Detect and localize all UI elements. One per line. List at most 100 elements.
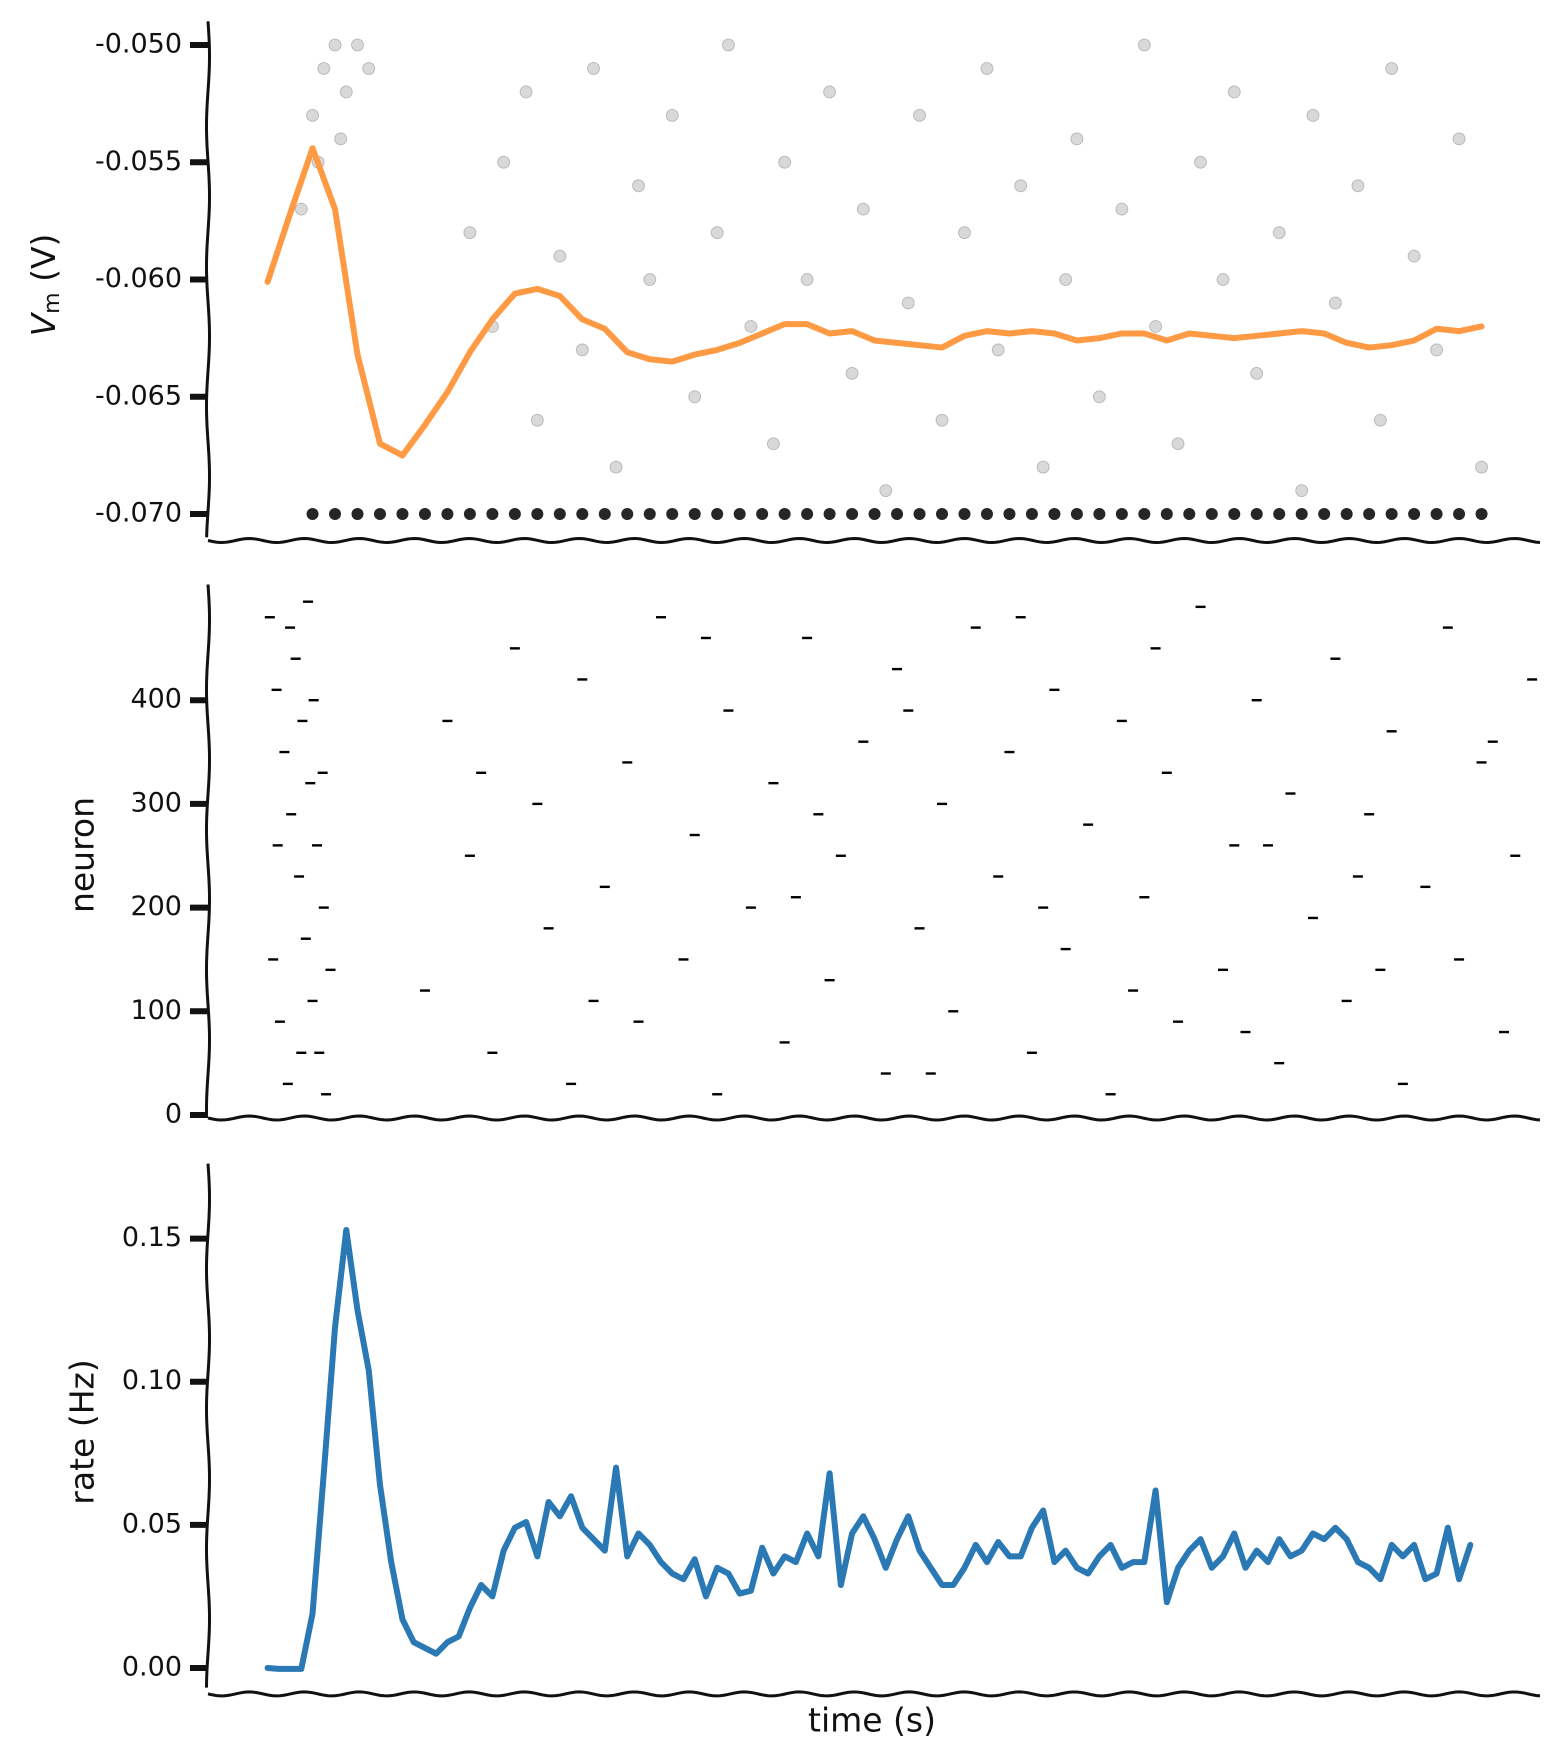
membrane-point bbox=[328, 38, 342, 52]
membrane-point bbox=[1092, 390, 1106, 404]
y-tick-label: -0.050 bbox=[95, 29, 182, 60]
spike bbox=[274, 1020, 285, 1023]
membrane-point bbox=[1295, 484, 1309, 498]
membrane-point bbox=[1014, 179, 1028, 193]
spike bbox=[325, 968, 336, 972]
y-tick-label: 400 bbox=[130, 684, 182, 715]
spike bbox=[1527, 678, 1538, 681]
spike bbox=[307, 999, 318, 1003]
spike bbox=[279, 750, 290, 754]
reset-point bbox=[621, 508, 634, 521]
reset-point bbox=[1295, 508, 1308, 521]
spike bbox=[903, 709, 914, 712]
reset-point bbox=[373, 508, 386, 521]
spike bbox=[712, 1093, 723, 1096]
spike bbox=[723, 709, 734, 712]
y-tick-label: -0.065 bbox=[95, 380, 182, 411]
reset-point bbox=[846, 508, 859, 521]
spike bbox=[487, 1051, 498, 1054]
spike bbox=[1004, 750, 1015, 754]
y-tick-label: -0.060 bbox=[95, 263, 182, 294]
spike bbox=[1060, 947, 1071, 951]
membrane-point bbox=[980, 61, 994, 75]
reset-point bbox=[553, 508, 566, 521]
membrane-point bbox=[1373, 413, 1387, 427]
membrane-point bbox=[665, 108, 679, 122]
reset-point bbox=[1273, 508, 1286, 521]
reset-point bbox=[1340, 508, 1353, 521]
membrane-point bbox=[823, 85, 837, 99]
y-tick-label: 0.15 bbox=[122, 1222, 182, 1253]
membrane-point bbox=[643, 273, 657, 287]
reset-point bbox=[801, 508, 814, 521]
spike bbox=[290, 657, 301, 660]
spike bbox=[655, 616, 666, 619]
spike bbox=[1285, 792, 1296, 795]
membrane-point bbox=[913, 108, 927, 122]
reset-point bbox=[1408, 508, 1421, 521]
spike bbox=[1229, 844, 1240, 847]
reset-point bbox=[418, 508, 431, 521]
membrane-point bbox=[609, 460, 623, 474]
membrane-point bbox=[710, 226, 724, 240]
spike bbox=[1161, 771, 1172, 774]
spike bbox=[802, 636, 813, 640]
membrane-point bbox=[334, 132, 348, 146]
spike bbox=[1026, 1051, 1037, 1054]
spike bbox=[271, 688, 282, 692]
y-axis-line bbox=[204, 1163, 212, 1688]
membrane-point bbox=[317, 61, 331, 75]
spike bbox=[937, 802, 948, 806]
spike bbox=[790, 896, 801, 899]
membrane-point bbox=[1452, 132, 1466, 146]
spike bbox=[914, 927, 925, 930]
membrane-point bbox=[1328, 296, 1342, 310]
reset-point bbox=[1205, 508, 1218, 521]
spike bbox=[321, 1093, 332, 1096]
membrane-point bbox=[721, 38, 735, 52]
membrane-point bbox=[1070, 132, 1084, 146]
reset-point bbox=[1453, 508, 1466, 521]
spike bbox=[566, 1082, 577, 1086]
x-axis-line bbox=[207, 536, 1541, 545]
y-axis-label: Vm (V) bbox=[24, 234, 66, 337]
spike bbox=[464, 854, 475, 857]
spike bbox=[1442, 626, 1453, 629]
y-axis-line bbox=[204, 584, 212, 1113]
spike bbox=[1240, 1030, 1251, 1034]
membrane-point bbox=[879, 484, 893, 498]
spike bbox=[599, 885, 610, 889]
spike bbox=[588, 999, 599, 1003]
reset-point bbox=[711, 508, 724, 521]
spike bbox=[1251, 699, 1262, 702]
reset-point bbox=[1025, 508, 1038, 521]
spike bbox=[1454, 958, 1465, 961]
reset-point bbox=[1093, 508, 1106, 521]
reset-point bbox=[1048, 508, 1061, 521]
membrane-point bbox=[766, 437, 780, 451]
reset-point bbox=[936, 508, 949, 521]
reset-point bbox=[306, 508, 319, 521]
spike bbox=[1341, 999, 1352, 1003]
membrane-point bbox=[519, 85, 533, 99]
reset-point bbox=[1318, 508, 1331, 521]
spike bbox=[1128, 989, 1139, 992]
reset-point bbox=[823, 508, 836, 521]
membrane-point bbox=[744, 319, 758, 333]
spike bbox=[925, 1072, 936, 1075]
spike bbox=[1330, 657, 1341, 660]
reset-point bbox=[1228, 508, 1241, 521]
membrane-point bbox=[463, 226, 477, 240]
spike bbox=[1476, 761, 1487, 764]
y-label-subscript: m bbox=[40, 292, 65, 313]
spike bbox=[768, 781, 779, 785]
membrane-point bbox=[1306, 108, 1320, 122]
x-axis-line bbox=[207, 1690, 1541, 1698]
membrane-point bbox=[1216, 273, 1230, 287]
reset-point bbox=[396, 508, 409, 521]
x-axis-label: time (s) bbox=[808, 1701, 936, 1740]
reset-point bbox=[913, 508, 926, 521]
spike bbox=[622, 761, 633, 764]
spike bbox=[1218, 968, 1229, 972]
